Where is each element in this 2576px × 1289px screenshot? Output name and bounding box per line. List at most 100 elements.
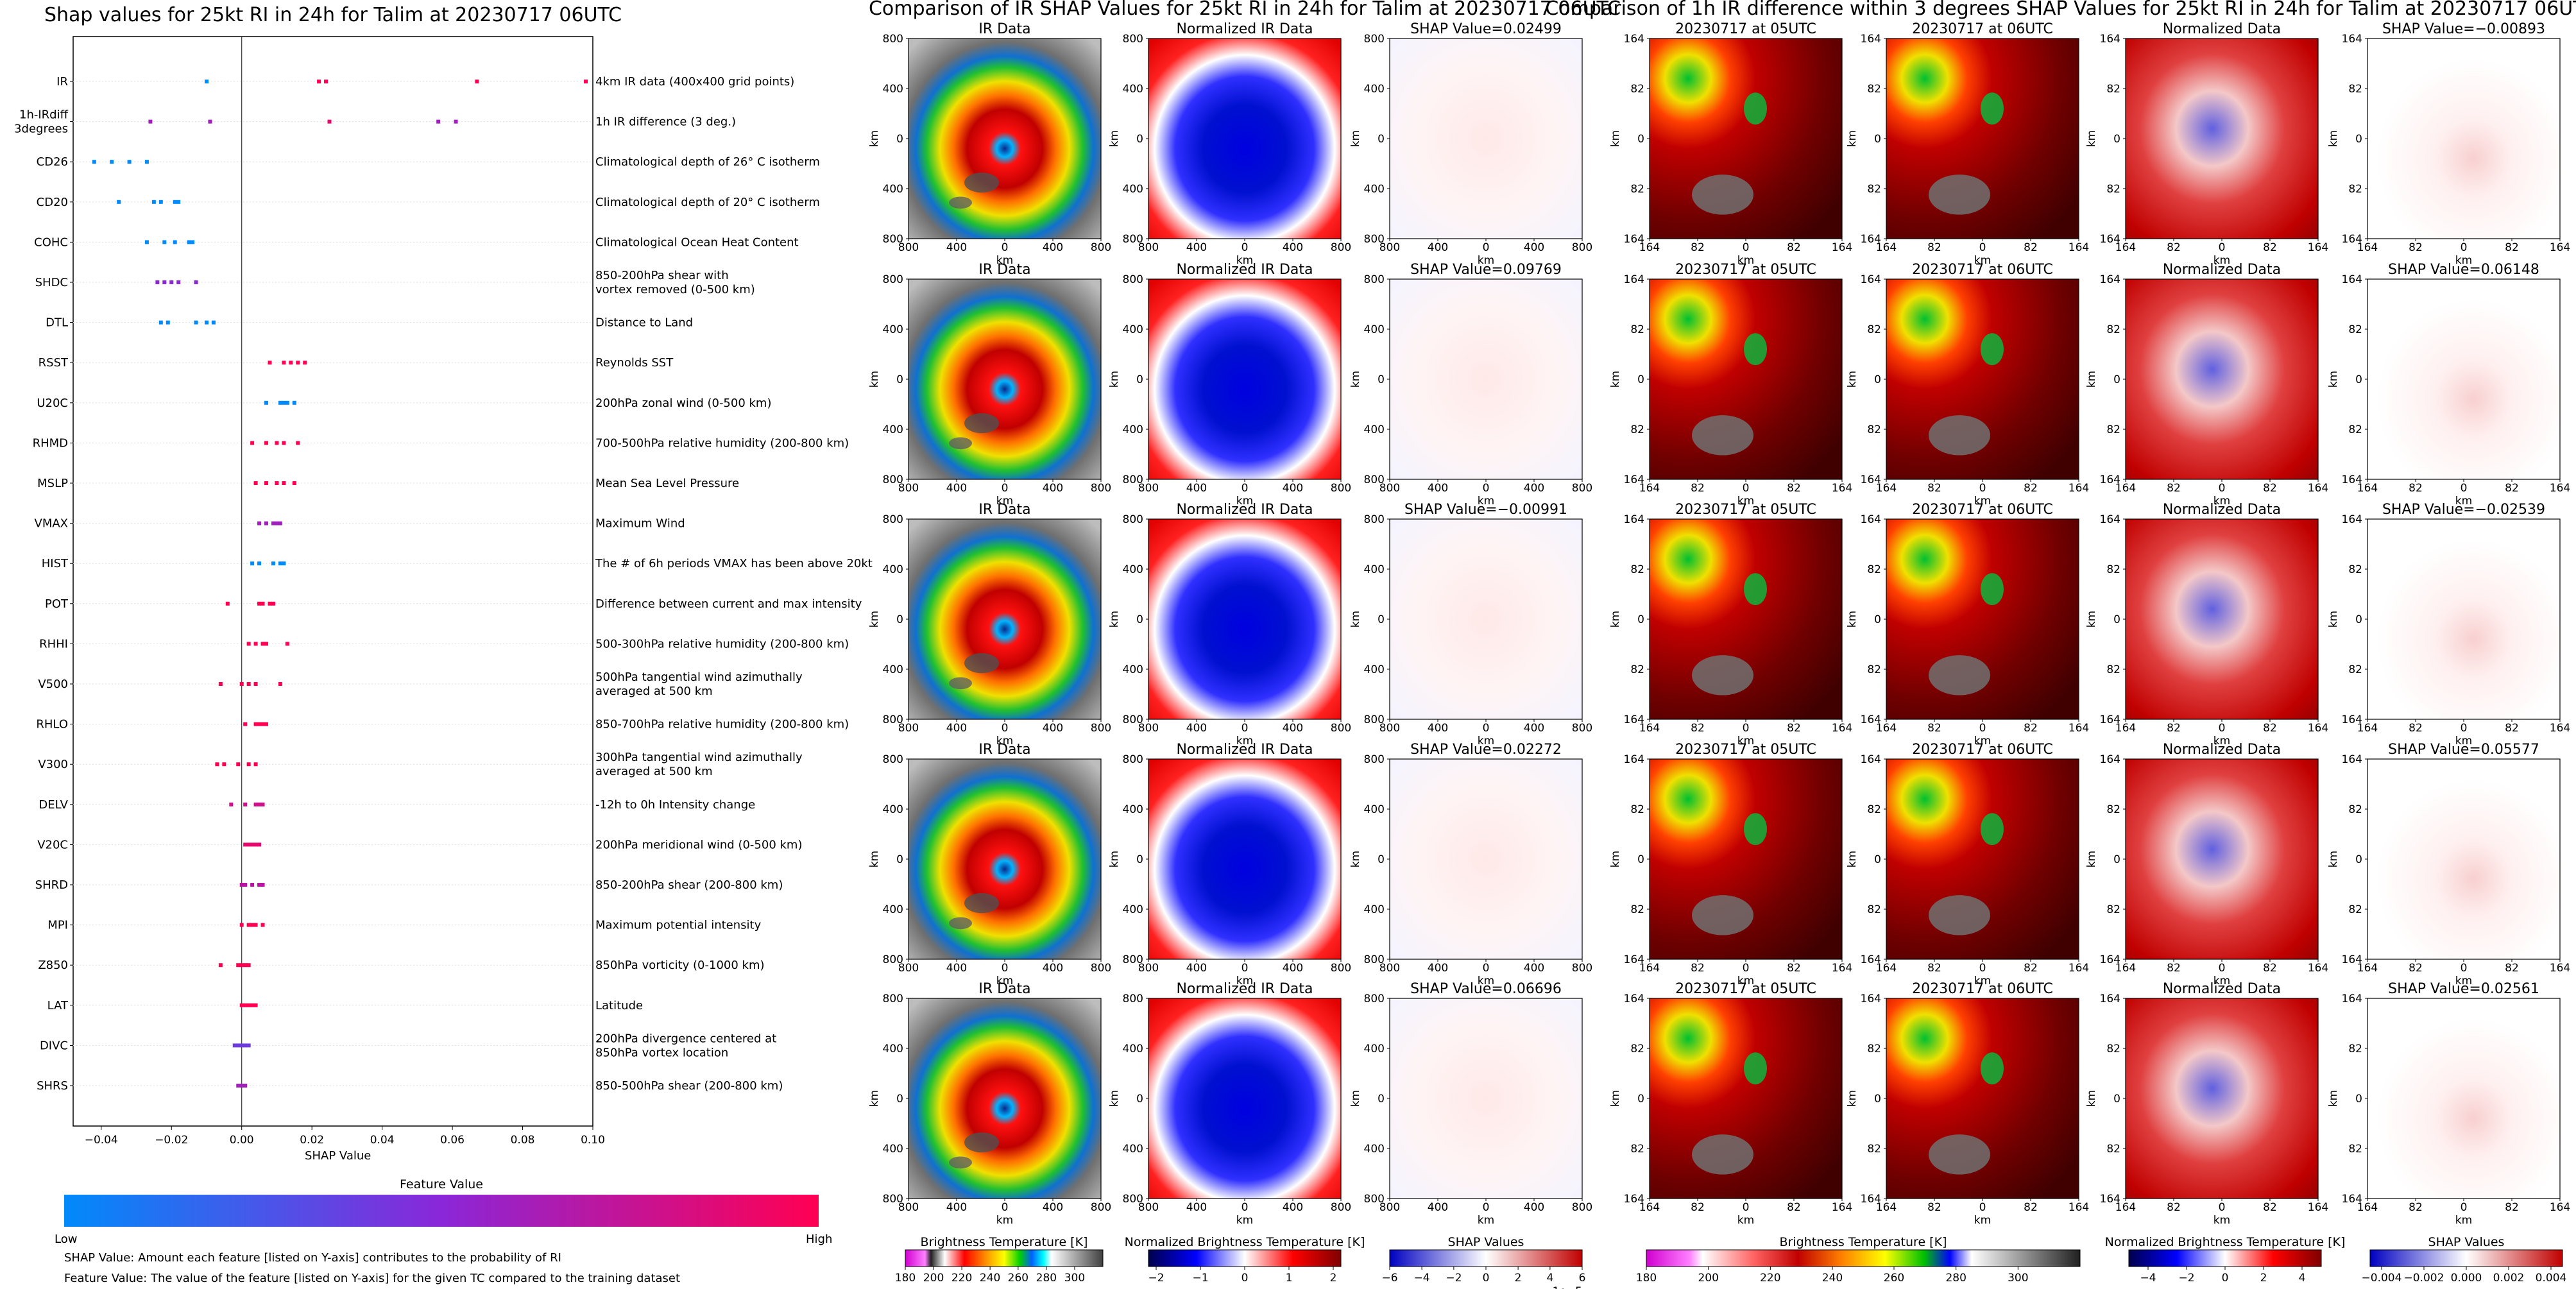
land-shape [1929,1134,1990,1175]
shap-point [303,361,307,365]
x-axis-label: km [1478,254,1494,267]
colorbar: Normalized Brightness Temperature [K] −4 −… [2105,1235,2346,1285]
map-image [1390,998,1582,1199]
x-tick-label: 82 [1787,1201,1801,1214]
x-tick-label: 82 [1691,482,1705,495]
colorbar-tick-label: −2 [1446,1272,1462,1285]
y-tick-label: 164 [2100,713,2120,726]
map-image [2367,998,2560,1199]
shap-point [253,722,258,726]
colorbar-tick-label: 180 [1636,1272,1657,1285]
x-tick-label: 0 [1979,722,1986,735]
y-axis-label: km [1349,130,1362,147]
x-tick-label: 400 [1283,722,1303,735]
x-axis-label: km [2213,975,2230,987]
colorbar-tick-label: 260 [1008,1272,1028,1285]
y-tick-label: 800 [1364,233,1385,246]
y-tick-label: 82 [2106,1043,2120,1055]
panel-title: IR Data [978,742,1030,758]
feature-description-label: The # of 6h periods VMAX has been above … [595,557,873,570]
x-tick-label: 0 [2461,1201,2468,1214]
y-tick-label: 800 [1123,953,1143,966]
x-tick-label: 800 [898,1201,919,1214]
x-tick-label: 800 [1331,482,1351,495]
feature-description-label: Maximum Wind [595,517,685,531]
y-tick-label: 800 [883,1193,903,1206]
shap-point [285,642,289,646]
panel-title: IR Data [978,21,1030,37]
y-tick-label: 800 [883,474,903,486]
ir-difference-comparison-grid: Comparison of 1h IR difference within 3 … [1545,0,2576,1285]
y-tick-label: 82 [2348,1143,2362,1156]
y-tick-label: 82 [2348,663,2362,676]
shap-point [225,601,230,606]
feature-name-label: MSLP [37,477,68,490]
shap-point [257,802,262,807]
y-tick-label: 400 [1364,903,1385,916]
x-axis-label: km [1478,1214,1494,1227]
y-tick-label: 82 [2106,423,2120,436]
x-tick-label: 164 [1876,722,1897,735]
y-tick-label: 800 [883,953,903,966]
feature-name-label: HIST [42,557,69,570]
x-tick-label: 82 [1787,722,1801,735]
y-tick-label: 164 [1861,33,1881,46]
y-tick-label: 164 [2100,233,2120,246]
x-tick-label: 0 [1241,1201,1249,1214]
shap-point [239,883,244,887]
panel-title: Normalized Data [2163,742,2281,758]
y-tick-label: 164 [1624,513,1644,526]
y-tick-label: 164 [1861,993,1881,1005]
map-panel: SHAP Value=−0.00893164164828200828216416… [2327,21,2570,267]
colorbar-title: Normalized Brightness Temperature [K] [1125,1235,1365,1249]
x-tick-label: 164 [1639,1201,1660,1214]
panel-title: SHAP Value=0.06696 [1410,981,1562,997]
y-tick-label: 82 [1867,903,1881,916]
shap-point [253,762,258,767]
feature-description-label: 850-500hPa shear (200-800 km) [595,1079,783,1093]
panel-title: SHAP Value=−0.02539 [2382,502,2545,518]
x-tick-label: 0 [1483,1201,1490,1214]
shap-summary-plot: Shap values for 25kt RI in 24h for Talim… [14,4,873,1285]
colorbar: SHAP Values −6 −4 −2 0 2 4 61e−5 [1381,1235,1585,1289]
map-image [908,279,1101,479]
colorbar-tick-label: 0 [1241,1272,1249,1285]
y-tick-label: 164 [2342,474,2362,486]
x-axis-label: km [2455,735,2472,747]
colorbar: SHAP Values −0.004 −0.002 0.000 0.002 0.004 [2362,1235,2567,1285]
y-tick-label: 164 [1624,273,1644,286]
map-panel: SHAP Value=0.066968008004004000040040080… [1349,981,1592,1227]
x-tick-label: 82 [2409,722,2423,735]
cloud-shape [1744,573,1767,606]
shap-point [246,682,251,686]
shap-point [268,361,272,365]
shap-plot-frame [73,36,593,1127]
shap-point [236,1043,241,1048]
y-tick-label: 164 [1861,513,1881,526]
colorbar-title: Brightness Temperature [K] [921,1235,1088,1249]
x-tick-label: 164 [1832,241,1852,254]
map-image [1390,279,1582,479]
shap-point [246,1043,251,1048]
x-tick-label: 800 [1331,1201,1351,1214]
footnote-shap-value: SHAP Value: Amount each feature [listed … [64,1251,561,1265]
y-tick-label: 400 [883,663,903,676]
shap-point [117,200,121,204]
y-tick-label: 164 [1624,1193,1644,1206]
shap-point [285,400,289,405]
x-tick-label: 400 [1043,962,1063,975]
x-tick-label: 82 [2263,722,2277,735]
feature-description-label: Mean Sea Level Pressure [595,477,739,490]
feature-name-label: LAT [47,999,69,1012]
map-image [2126,38,2318,239]
y-tick-label: 800 [883,513,903,526]
land-shape [964,413,999,434]
shap-point [243,842,248,847]
shap-point [246,963,251,968]
x-tick-label: 0 [1979,1201,1986,1214]
feature-name-label: VMAX [35,517,69,531]
feature-description-label: averaged at 500 km [595,765,713,778]
feature-description-label: 850-200hPa shear (200-800 km) [595,878,783,892]
x-tick-label: 400 [1186,1201,1207,1214]
